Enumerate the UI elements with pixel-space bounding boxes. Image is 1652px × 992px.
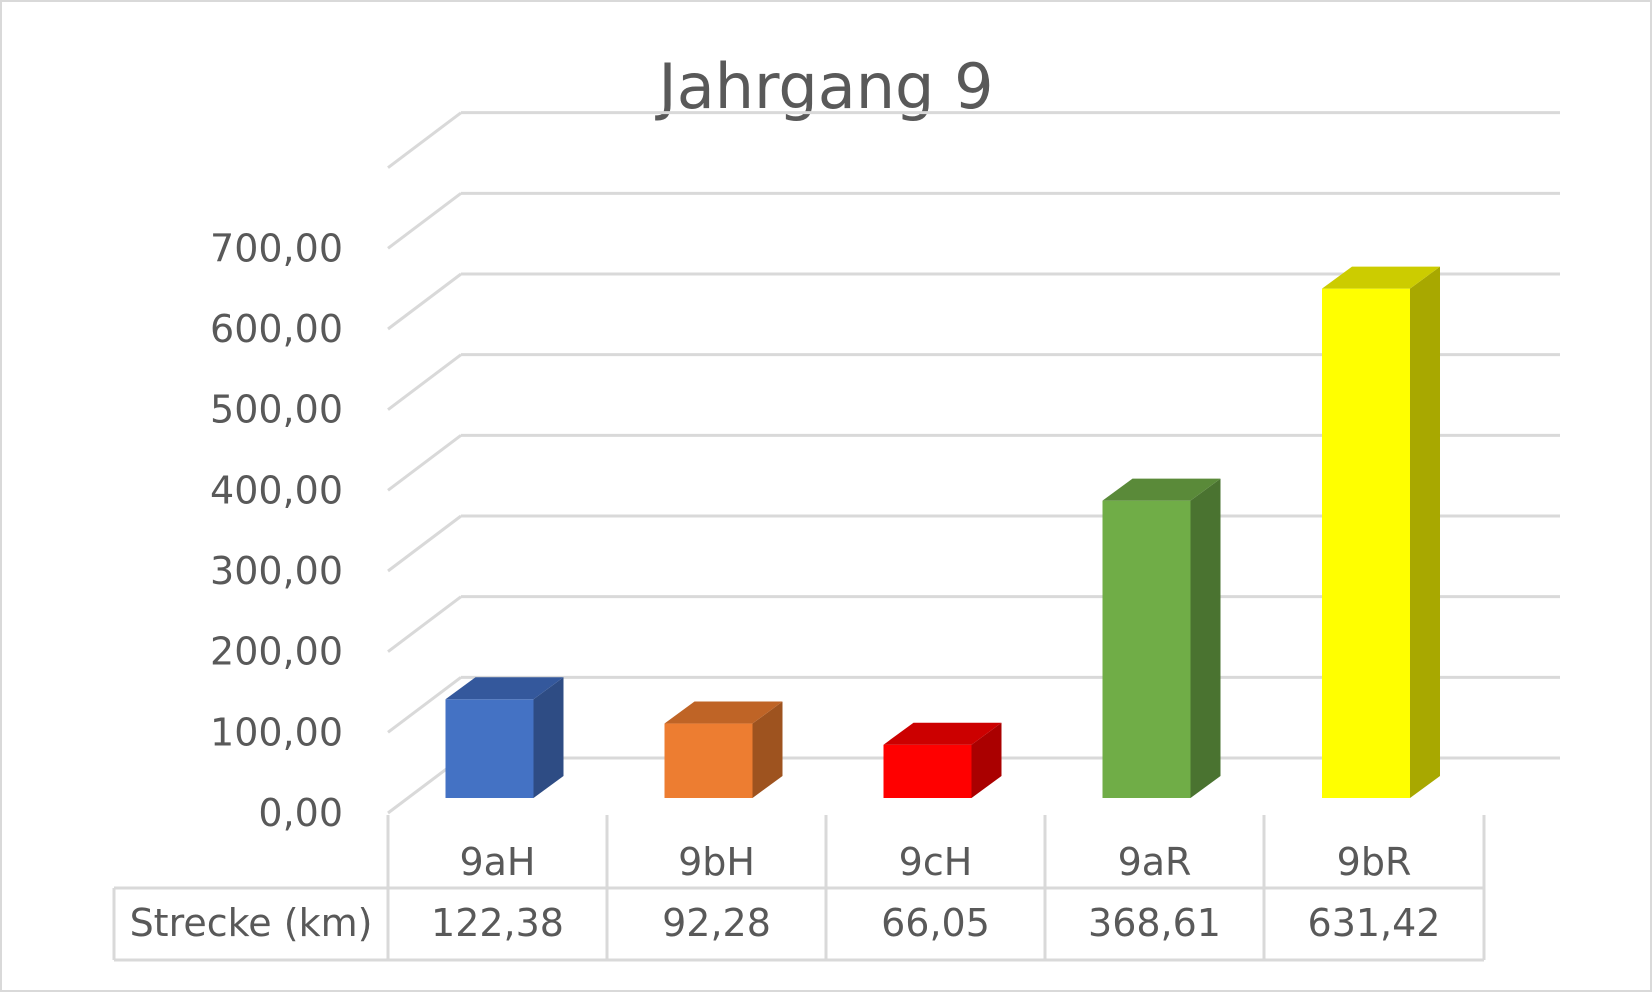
gridline-side bbox=[387, 676, 462, 734]
bar-side bbox=[1190, 478, 1221, 798]
y-tick-label: 300,00 bbox=[210, 549, 343, 593]
y-tick-label: 0,00 bbox=[258, 791, 343, 835]
bar-top bbox=[664, 701, 783, 724]
y-tick-label: 700,00 bbox=[210, 226, 343, 270]
bar-front bbox=[445, 699, 534, 798]
category-label: 9aR bbox=[1118, 840, 1192, 884]
bar-front bbox=[1322, 288, 1410, 798]
bar bbox=[1322, 266, 1440, 798]
series-name-label: Strecke (km) bbox=[130, 901, 373, 945]
value-label: 368,61 bbox=[1088, 901, 1221, 945]
value-label: 631,42 bbox=[1308, 901, 1441, 945]
y-tick-label: 100,00 bbox=[210, 710, 343, 754]
gridline-side bbox=[387, 192, 462, 250]
bar bbox=[664, 701, 783, 798]
bars bbox=[445, 266, 1440, 798]
value-label: 92,28 bbox=[662, 901, 771, 945]
value-label: 122,38 bbox=[431, 901, 564, 945]
value-label: 66,05 bbox=[881, 901, 990, 945]
gridline-side bbox=[387, 434, 462, 492]
y-tick-label: 600,00 bbox=[210, 307, 343, 351]
bar bbox=[1102, 478, 1221, 798]
y-tick-label: 400,00 bbox=[210, 468, 343, 512]
bar-front bbox=[1102, 500, 1191, 798]
gridline-side bbox=[387, 111, 462, 169]
bar-side bbox=[1410, 266, 1440, 798]
bar-side bbox=[752, 701, 783, 798]
chart-title: Jahrgang 9 bbox=[654, 50, 993, 123]
bar bbox=[883, 722, 1002, 798]
category-label: 9aH bbox=[459, 840, 535, 884]
bar-top bbox=[445, 677, 564, 700]
y-tick-label: 200,00 bbox=[210, 630, 343, 674]
y-axis-ticks: 0,00 100,00 200,00 300,00 400,00 500,00 600,00… bbox=[210, 226, 343, 835]
gridline-side bbox=[387, 272, 462, 331]
bar-top bbox=[1102, 478, 1221, 501]
gridline-side bbox=[387, 353, 462, 411]
bar-side bbox=[971, 722, 1002, 798]
gridline-side bbox=[387, 595, 462, 653]
y-tick-label: 500,00 bbox=[210, 388, 343, 432]
bar-front bbox=[664, 723, 753, 798]
bar-top bbox=[1322, 266, 1440, 289]
category-label: 9cH bbox=[899, 840, 973, 884]
bar-side bbox=[533, 677, 564, 798]
category-label: 9bR bbox=[1337, 840, 1412, 884]
bar-front bbox=[883, 744, 972, 798]
data-table: Strecke (km) 9aH 122,38 9bH 92,28 9cH 66,05 9aR… bbox=[112, 815, 1486, 962]
category-label: 9bH bbox=[678, 840, 755, 884]
bar-top bbox=[883, 722, 1002, 745]
bar bbox=[445, 677, 564, 798]
gridline-side bbox=[387, 514, 462, 573]
